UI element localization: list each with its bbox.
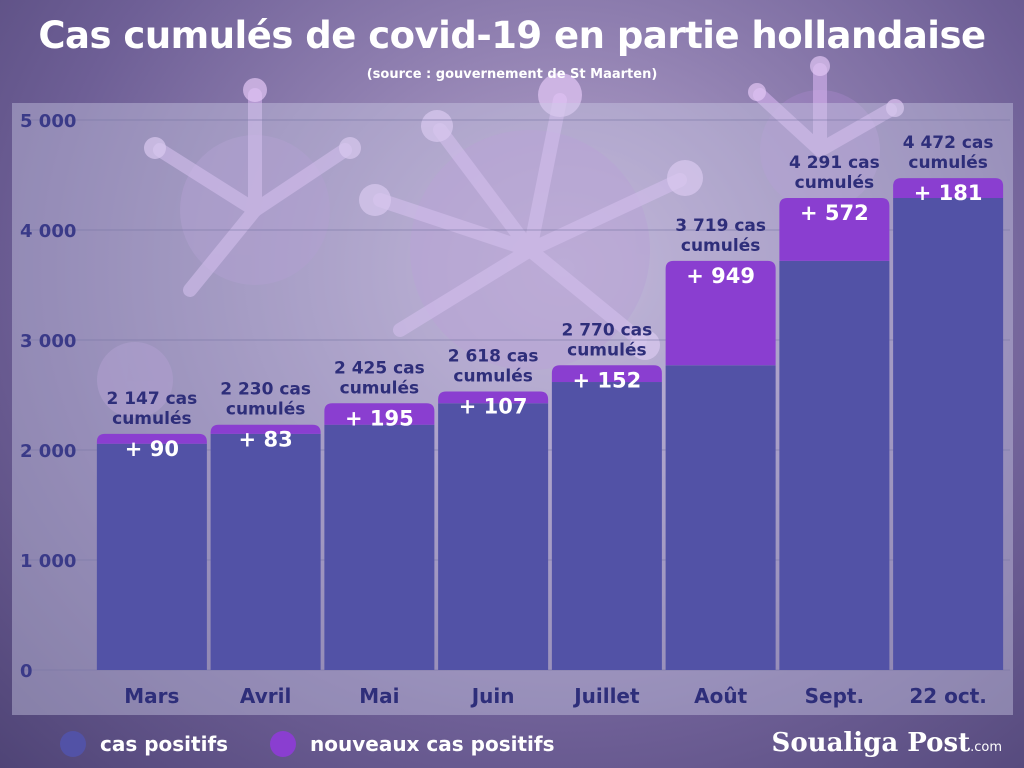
bar-nouveaux-cas <box>551 365 662 383</box>
legend-swatch-cas-positifs <box>60 731 86 757</box>
bar-cas-positifs <box>893 197 1004 671</box>
total-label-line2: cumulés <box>112 409 191 429</box>
x-tick-label: Mai <box>359 684 399 708</box>
total-label-line2: cumulés <box>795 173 874 193</box>
bar-cas-positifs <box>779 260 890 670</box>
legend-item-cas-positifs: cas positifs <box>60 730 228 758</box>
total-label-line1: 4 472 cas <box>903 133 994 153</box>
total-label-line2: cumulés <box>908 153 987 173</box>
total-label-line1: 4 291 cas <box>789 153 880 173</box>
total-label-line2: cumulés <box>226 400 305 420</box>
total-label-line1: 2 230 cas <box>220 380 311 400</box>
brand-suffix: .com <box>970 740 1002 755</box>
total-label-line1: 2 147 cas <box>106 389 197 409</box>
bar-nouveaux-cas <box>210 424 321 434</box>
bar-nouveaux-cas <box>96 433 207 444</box>
bar-cas-positifs <box>551 382 662 670</box>
bar-nouveaux-cas <box>438 391 549 404</box>
brand-logo: Soualiga Post.com <box>772 728 1002 758</box>
y-tick-label: 1 000 <box>20 551 76 572</box>
total-label-line2: cumulés <box>453 366 532 386</box>
y-tick-label: 0 <box>20 661 33 682</box>
total-label-line1: 2 618 cas <box>448 346 539 366</box>
bar-cas-positifs <box>665 365 776 670</box>
legend-label-nouveaux-cas: nouveaux cas positifs <box>310 732 555 756</box>
bar-nouveaux-cas <box>324 403 435 425</box>
x-tick-label: Avril <box>240 684 291 708</box>
bar-nouveaux-cas <box>893 178 1004 198</box>
total-label-line1: 2 770 cas <box>561 320 652 340</box>
increment-label: + 107 <box>459 394 528 418</box>
y-tick-label: 3 000 <box>20 331 76 352</box>
increment-label: + 181 <box>914 181 983 205</box>
increment-label: + 90 <box>125 437 179 461</box>
increment-label: + 195 <box>345 406 414 430</box>
y-tick-label: 5 000 <box>20 111 76 132</box>
x-tick-label: Sept. <box>805 684 864 708</box>
total-label-line2: cumulés <box>340 378 419 398</box>
brand-name: Soualiga Post <box>771 728 971 758</box>
bar-cas-positifs <box>324 424 435 670</box>
x-tick-label: Juin <box>470 684 515 708</box>
bar-cas-positifs <box>438 403 549 670</box>
bar-nouveaux-cas <box>779 197 890 261</box>
legend-swatch-nouveaux-cas <box>270 731 296 757</box>
legend-label-cas-positifs: cas positifs <box>100 732 229 756</box>
bar-cas-positifs <box>96 443 207 670</box>
x-tick-label: Mars <box>124 684 179 708</box>
increment-label: + 83 <box>239 428 293 452</box>
bar-nouveaux-cas <box>665 260 776 366</box>
total-label-line2: cumulés <box>681 236 760 256</box>
y-tick-label: 4 000 <box>20 221 76 242</box>
bar-cas-positifs <box>210 433 321 670</box>
chart-subtitle: (source : gouvernement de St Maarten) <box>366 67 658 82</box>
legend-item-nouveaux-cas: nouveaux cas positifs <box>270 730 554 758</box>
x-tick-label: 22 oct. <box>909 684 987 708</box>
x-tick-label: Juillet <box>572 684 640 708</box>
chart-title: Cas cumulés de covid-19 en partie hollan… <box>38 14 986 57</box>
total-label-line1: 2 425 cas <box>334 358 425 378</box>
y-tick-label: 2 000 <box>20 441 76 462</box>
x-tick-label: Août <box>694 684 747 708</box>
increment-label: + 572 <box>800 201 869 225</box>
increment-label: + 152 <box>573 368 642 392</box>
increment-label: + 949 <box>686 264 755 288</box>
total-label-line2: cumulés <box>567 340 646 360</box>
total-label-line1: 3 719 cas <box>675 216 766 236</box>
